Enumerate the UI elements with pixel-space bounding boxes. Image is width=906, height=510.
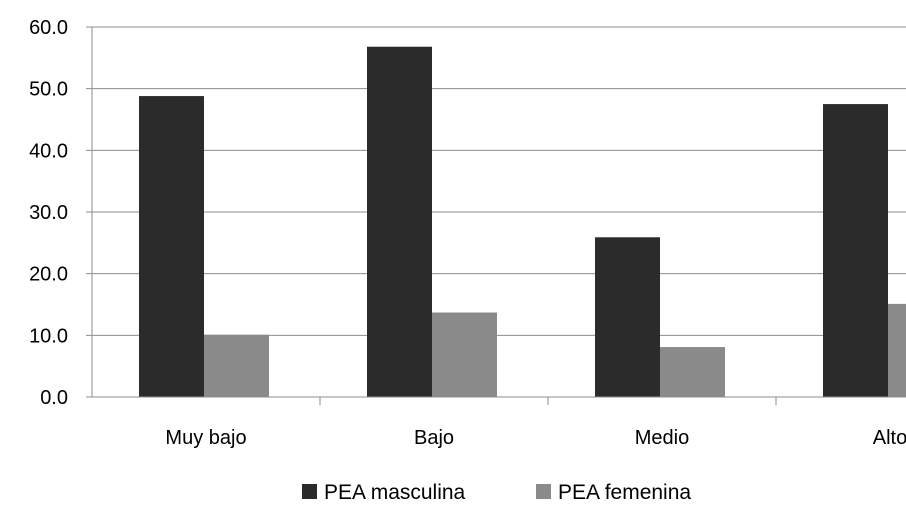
- legend-swatch: [536, 484, 551, 499]
- y-tick-label: 30.0: [29, 202, 68, 224]
- legend-label: PEA masculina: [324, 481, 466, 504]
- bar-pea-masculina-alto: [823, 104, 888, 397]
- y-axis-ticks: 0.0 10.0 20.0 30.0 40.0 50.0 60.0: [29, 17, 92, 409]
- category-label: Alto: [873, 427, 906, 449]
- legend: PEA masculina PEA femenina: [302, 481, 691, 504]
- category-label: Muy bajo: [165, 427, 246, 449]
- bar-pea-femenina-muy-bajo: [204, 334, 269, 397]
- x-axis-categories: Muy bajo Bajo Medio Alto: [165, 427, 906, 449]
- category-label: Bajo: [414, 427, 454, 449]
- bar-pea-masculina-bajo: [367, 46, 432, 397]
- bar-pea-femenina-alto: [888, 303, 906, 397]
- y-tick-label: 10.0: [29, 325, 68, 347]
- y-tick-label: 0.0: [40, 387, 68, 409]
- bars: [139, 46, 906, 398]
- y-tick-label: 40.0: [29, 140, 68, 162]
- legend-swatch: [302, 484, 317, 499]
- y-tick-label: 50.0: [29, 79, 68, 101]
- bar-pea-femenina-bajo: [432, 312, 497, 397]
- y-tick-label: 20.0: [29, 264, 68, 286]
- legend-label: PEA femenina: [558, 481, 691, 504]
- bar-pea-masculina-medio: [595, 237, 660, 397]
- axes: [91, 27, 906, 405]
- y-tick-label: 60.0: [29, 17, 68, 39]
- bar-pea-masculina-muy-bajo: [139, 96, 204, 398]
- gridlines: [92, 26, 906, 336]
- bar-pea-femenina-medio: [660, 347, 725, 397]
- category-label: Medio: [635, 427, 689, 449]
